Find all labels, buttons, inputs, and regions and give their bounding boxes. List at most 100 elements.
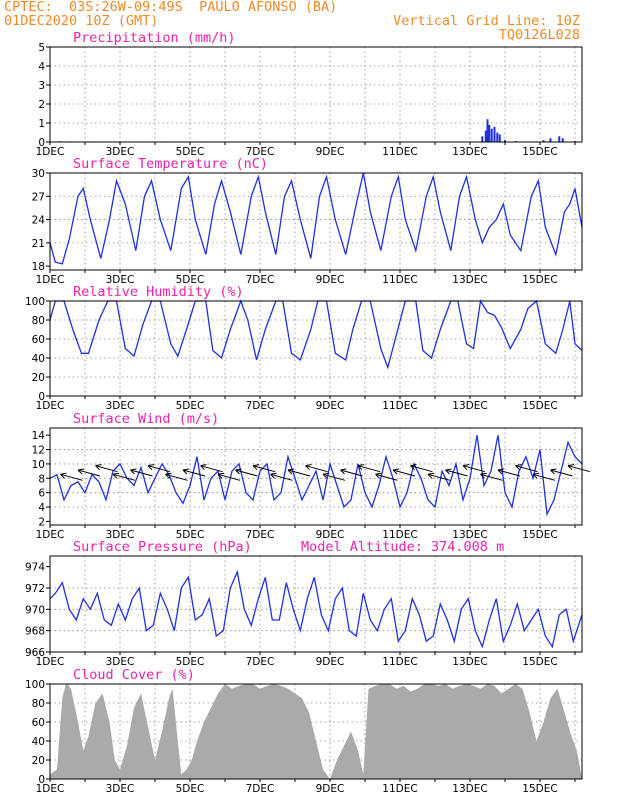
wind-arrow-head (445, 468, 452, 475)
rh-ytick-label: 0 (38, 391, 45, 403)
temp-xtick-label: 9DEC (316, 274, 345, 286)
cloud-ytick-label: 60 (32, 717, 45, 729)
temp-xtick-label: 13DEC (452, 274, 487, 286)
wind-arrow (165, 473, 188, 481)
rh-xtick-label: 15DEC (522, 400, 557, 412)
wind-arrow-head (340, 468, 347, 475)
wind-arrow-head (217, 472, 225, 479)
wind-arrow (200, 465, 223, 473)
temp-ytick-label: 27 (32, 191, 45, 203)
precip-ytick-label: 3 (38, 80, 45, 92)
pressure-xtick-label: 9DEC (316, 656, 345, 668)
wind-arrow (60, 473, 83, 481)
rh-ytick-label: 100 (25, 296, 45, 308)
rh-xtick-label: 7DEC (246, 400, 275, 412)
wind-arrow (252, 465, 276, 473)
rh-xtick-label: 11DEC (382, 400, 417, 412)
wind-arrow-head (375, 472, 382, 479)
pressure-title: Surface Pressure (hPa) (73, 539, 252, 555)
wind-arrow (462, 465, 486, 473)
temp-xtick-label: 7DEC (246, 274, 275, 286)
wind-arrow (357, 465, 381, 473)
precip-bar (496, 132, 499, 142)
cloud-ytick-label: 40 (32, 736, 45, 748)
wind-arrow (182, 469, 206, 477)
wind-xtick-label: 9DEC (316, 529, 345, 541)
wind-ytick-label: 8 (38, 473, 45, 485)
wind-xtick-label: 1DEC (36, 529, 65, 541)
wind-xtick-label: 5DEC (176, 529, 205, 541)
wind-arrow (515, 465, 538, 473)
precip-ytick-label: 0 (38, 137, 45, 149)
wind-arrow (112, 473, 136, 481)
rh-ytick-label: 40 (32, 353, 45, 365)
wind-arrow-head (200, 464, 207, 471)
wind-arrow (235, 469, 258, 477)
pressure-ytick-label: 966 (25, 647, 45, 659)
wind-arrow (532, 473, 556, 481)
precip-bar (561, 138, 564, 142)
wind-arrow (427, 473, 451, 481)
wind-arrow (392, 469, 416, 477)
pressure-xtick-label: 15DEC (522, 656, 557, 668)
wind-title: Surface Wind (m/s) (73, 411, 219, 427)
temp-series-line (49, 172, 583, 265)
wind-arrow (270, 473, 293, 481)
cloud-xtick-label: 9DEC (316, 783, 345, 795)
wind-arrow-head (147, 464, 155, 471)
wind-xtick-label: 15DEC (522, 529, 557, 541)
header-line1-right: Vertical Grid Line: 10Z (393, 13, 580, 29)
wind-arrow-head (165, 472, 172, 479)
pressure-series-line (49, 569, 583, 649)
wind-arrow (445, 469, 468, 477)
pressure-xtick-label: 7DEC (246, 656, 275, 668)
wind-frame (49, 427, 583, 526)
wind-arrow-head (497, 468, 505, 475)
wind-xtick-label: 3DEC (106, 529, 135, 541)
cloud-area (50, 684, 582, 779)
precip-bar (558, 136, 561, 142)
precip-bar (488, 124, 491, 142)
rh-xtick-label: 5DEC (176, 400, 205, 412)
temp-ytick-label: 18 (32, 261, 45, 273)
wind-arrow (550, 469, 573, 477)
temp-ytick-label: 24 (32, 215, 46, 227)
wind-arrow (567, 465, 591, 473)
wind-arrow (287, 469, 311, 477)
precip-bar (498, 134, 501, 142)
cloud-title: Cloud Cover (%) (73, 667, 195, 683)
temp-xtick-label: 5DEC (176, 274, 205, 286)
wind-arrow-head (357, 464, 365, 471)
precip-bar (484, 130, 487, 142)
wind-ytick-label: 6 (38, 488, 45, 500)
wind-arrow (410, 465, 433, 473)
wind-arrow-head (130, 468, 137, 475)
cloud-ytick-label: 100 (25, 679, 45, 691)
wind-series-line (49, 435, 583, 517)
pressure-xtick-label: 5DEC (176, 656, 205, 668)
precip-ytick-label: 2 (38, 99, 45, 111)
wind-arrow-head (235, 468, 242, 475)
cloud-xtick-label: 15DEC (522, 783, 557, 795)
wind-arrow-head (287, 468, 295, 475)
wind-arrow (305, 465, 328, 473)
wind-ytick-label: 12 (32, 445, 45, 457)
wind-arrow-head (515, 464, 522, 471)
wind-arrow-head (77, 468, 85, 475)
temp-title: Surface Temperature (nC) (73, 156, 268, 172)
rh-xtick-label: 3DEC (106, 400, 135, 412)
wind-arrow (497, 469, 521, 477)
header-line2-right: TQ0126L028 (498, 27, 580, 43)
pressure-ytick-label: 974 (25, 562, 45, 574)
precip-xtick-label: 9DEC (316, 146, 345, 158)
precip-xtick-label: 11DEC (382, 146, 417, 158)
wind-ytick-label: 2 (38, 516, 45, 528)
wind-arrow-head (270, 472, 277, 479)
cloud-xtick-label: 7DEC (246, 783, 275, 795)
rh-xtick-label: 9DEC (316, 400, 345, 412)
wind-arrow-head (427, 472, 435, 479)
wind-arrow-head (112, 472, 120, 479)
wind-ytick-label: 14 (32, 430, 46, 442)
cloud-xtick-label: 3DEC (106, 783, 135, 795)
